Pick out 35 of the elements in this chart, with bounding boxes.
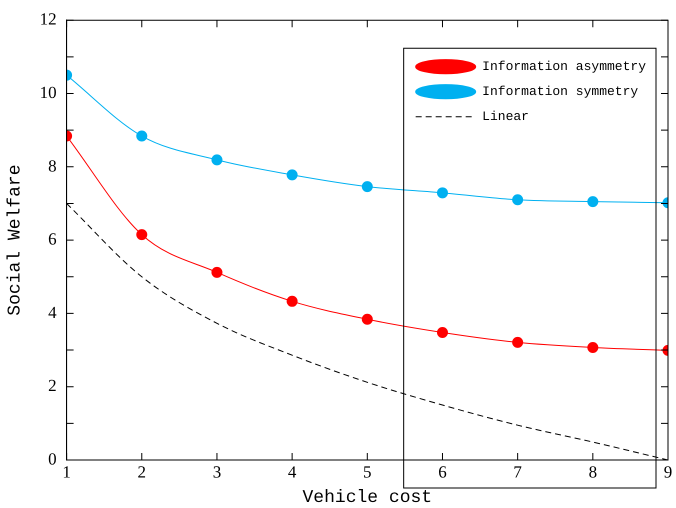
y-tick-label: 12 (40, 10, 57, 29)
y-tick-label: 2 (48, 376, 57, 396)
point (362, 181, 373, 192)
x-tick-label: 7 (513, 462, 522, 482)
point (362, 314, 373, 325)
point (587, 342, 598, 353)
legend-label: Linear (482, 109, 529, 124)
x-tick-label: 3 (212, 462, 222, 482)
point (436, 187, 448, 198)
point (587, 196, 598, 208)
point (286, 296, 298, 307)
y-tick-label: 0 (48, 449, 57, 468)
x-tick-label: 5 (363, 462, 372, 482)
x-tick-label: 8 (588, 462, 598, 482)
x-axis-title: Vehicle cost (302, 488, 432, 508)
y-tick-label: 8 (48, 156, 57, 176)
x-tick-label: 9 (664, 462, 672, 482)
x-tick-label: 2 (138, 462, 146, 482)
y-tick-label: 6 (48, 230, 57, 249)
x-tick-label: 6 (438, 462, 447, 482)
y-axis-title: Social Welfare (6, 164, 26, 316)
point (512, 194, 524, 206)
legend-label: Information symmetry (482, 84, 638, 100)
point (136, 229, 148, 240)
point (286, 169, 298, 180)
point (211, 266, 222, 278)
point (512, 336, 524, 348)
legend-label: Information asymmetry (482, 59, 646, 74)
y-tick-label: 4 (48, 302, 58, 322)
point (211, 154, 222, 166)
point (436, 326, 448, 338)
x-tick-label: 1 (62, 462, 71, 482)
y-tick-label: 10 (40, 82, 57, 102)
x-tick-label: 4 (288, 462, 297, 482)
point (136, 130, 148, 142)
